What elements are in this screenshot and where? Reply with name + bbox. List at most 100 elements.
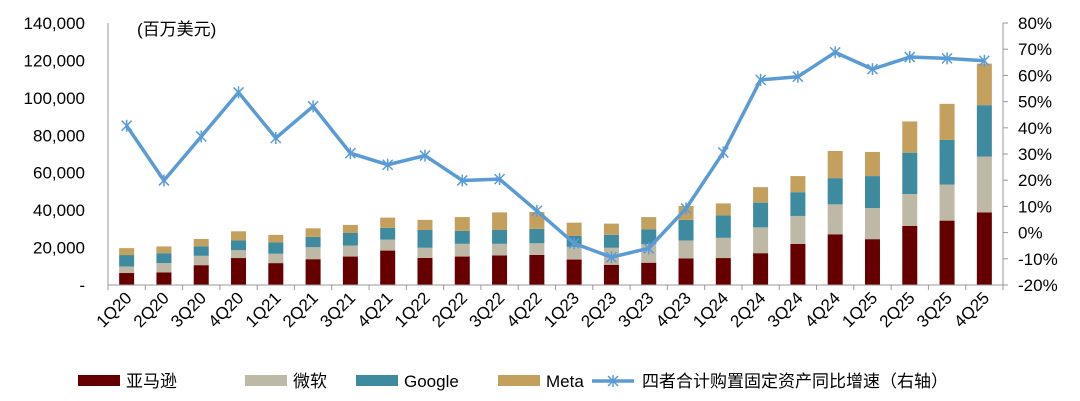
bar-2Q25-series-3 — [902, 121, 918, 153]
bar-1Q20-series-3 — [119, 248, 135, 256]
growth-point-1Q25 — [866, 63, 879, 76]
bar-3Q24-series-0 — [790, 243, 806, 285]
growth-point-3Q22 — [494, 173, 506, 186]
bar-3Q20-series-3 — [193, 238, 209, 247]
bar-3Q21-series-1 — [342, 245, 358, 257]
bar-3Q24-series-1 — [790, 215, 806, 244]
bar-2Q21-series-0 — [305, 259, 321, 285]
growth-point-4Q22 — [531, 204, 543, 217]
bar-1Q22-series-1 — [417, 247, 433, 258]
bar-1Q24-series-3 — [715, 203, 731, 216]
bar-4Q24-series-0 — [827, 234, 843, 285]
x-tick-label: 1Q25 — [838, 288, 881, 331]
x-tick-label: 3Q25 — [913, 288, 956, 331]
bar-1Q25-series-3 — [864, 151, 880, 177]
bar-3Q24-series-3 — [790, 176, 806, 193]
growth-line-layer — [121, 46, 990, 264]
bar-2Q22-series-1 — [454, 243, 470, 257]
legend-label-1: 微软 — [293, 372, 327, 391]
bar-1Q23-series-3 — [566, 222, 582, 236]
right-tick-label: -20% — [1018, 276, 1058, 295]
x-tick-label: 2Q24 — [727, 288, 770, 331]
x-tick-label: 3Q20 — [167, 288, 210, 331]
bar-4Q23-series-2 — [678, 219, 694, 241]
bar-4Q21-series-0 — [380, 250, 396, 285]
legend: 亚马逊 微软 Google Meta 四者合计购置固定资产同比增速（右轴） — [78, 372, 948, 391]
bar-4Q21-series-3 — [380, 217, 396, 228]
bar-4Q25-series-2 — [976, 105, 992, 157]
bar-4Q20-series-2 — [231, 240, 247, 251]
legend-label-0: 亚马逊 — [126, 372, 177, 391]
bar-4Q25-series-1 — [976, 156, 992, 213]
bar-4Q20-series-0 — [231, 258, 247, 285]
growth-point-2Q23 — [605, 251, 617, 264]
bar-1Q20-series-0 — [119, 273, 135, 285]
bar-3Q23-series-2 — [641, 229, 657, 245]
bar-2Q25-series-1 — [902, 194, 918, 226]
x-tick-label: 4Q25 — [950, 288, 993, 331]
x-tick-label: 4Q23 — [652, 288, 695, 331]
bar-2Q24-series-3 — [753, 187, 769, 203]
bar-2Q24-series-1 — [753, 227, 769, 254]
bar-2Q25-series-0 — [902, 225, 918, 285]
bar-2Q23-series-3 — [603, 223, 619, 235]
growth-point-4Q24 — [829, 46, 841, 59]
left-tick-label: 100,000 — [24, 89, 85, 108]
bar-3Q25-series-3 — [939, 103, 955, 140]
bar-4Q22-series-0 — [529, 254, 545, 285]
x-tick-label: 3Q21 — [316, 288, 359, 331]
bar-1Q23-series-0 — [566, 259, 582, 285]
bar-1Q20-series-2 — [119, 255, 135, 267]
bar-2Q20-series-2 — [156, 253, 172, 264]
legend-label-3: Meta — [546, 372, 584, 391]
bar-1Q21-series-0 — [268, 263, 284, 285]
bar-2Q21-series-2 — [305, 236, 321, 248]
bar-2Q20-series-1 — [156, 263, 172, 273]
bar-3Q25-series-1 — [939, 184, 955, 221]
legend-label-line: 四者合计购置固定资产同比增速（右轴） — [642, 372, 948, 391]
growth-line — [125, 50, 985, 259]
bar-4Q21-series-2 — [380, 227, 396, 240]
bar-3Q22-series-3 — [492, 212, 508, 230]
bar-4Q23-series-0 — [678, 258, 694, 285]
growth-point-3Q25 — [941, 52, 953, 65]
bar-3Q20-series-0 — [193, 265, 209, 285]
x-tick-label: 1Q21 — [242, 288, 285, 331]
bar-1Q24-series-2 — [715, 215, 731, 238]
growth-point-2Q22 — [456, 174, 468, 187]
x-tick-label: 2Q21 — [279, 288, 322, 331]
bar-1Q22-series-3 — [417, 219, 433, 230]
left-tick-label: 120,000 — [24, 51, 85, 70]
growth-point-2Q21 — [307, 100, 319, 113]
bar-1Q25-series-0 — [864, 239, 880, 285]
right-tick-label: 20% — [1018, 171, 1052, 190]
bar-2Q24-series-2 — [753, 202, 769, 228]
bar-1Q21-series-3 — [268, 234, 284, 243]
bar-3Q25-series-2 — [939, 139, 955, 185]
bar-3Q21-series-3 — [342, 224, 358, 233]
bar-3Q22-series-2 — [492, 229, 508, 244]
bar-3Q22-series-0 — [492, 255, 508, 285]
x-tick-label: 4Q21 — [354, 288, 397, 331]
growth-point-1Q24 — [717, 146, 729, 159]
legend-swatch-1 — [245, 375, 287, 386]
bar-2Q21-series-1 — [305, 247, 321, 260]
bar-4Q25-series-3 — [976, 63, 992, 106]
x-tick-label: 4Q20 — [205, 288, 248, 331]
bar-4Q22-series-1 — [529, 243, 545, 255]
bar-3Q24-series-2 — [790, 192, 806, 216]
bars-layer — [119, 63, 992, 285]
left-tick-label: 20,000 — [33, 239, 85, 258]
left-tick-label: 40,000 — [33, 201, 85, 220]
growth-point-4Q20 — [232, 86, 245, 99]
x-tick-label: 1Q23 — [540, 288, 583, 331]
x-tick-label: 1Q24 — [689, 288, 732, 331]
growth-point-4Q23 — [680, 202, 692, 215]
bar-4Q25-series-0 — [976, 212, 992, 285]
legend-swatch-3 — [498, 375, 540, 386]
growth-point-1Q22 — [419, 149, 431, 162]
bar-2Q22-series-0 — [454, 256, 470, 285]
left-tick-label: 140,000 — [24, 14, 85, 33]
x-tick-label: 1Q22 — [391, 288, 434, 331]
bar-3Q22-series-1 — [492, 243, 508, 256]
